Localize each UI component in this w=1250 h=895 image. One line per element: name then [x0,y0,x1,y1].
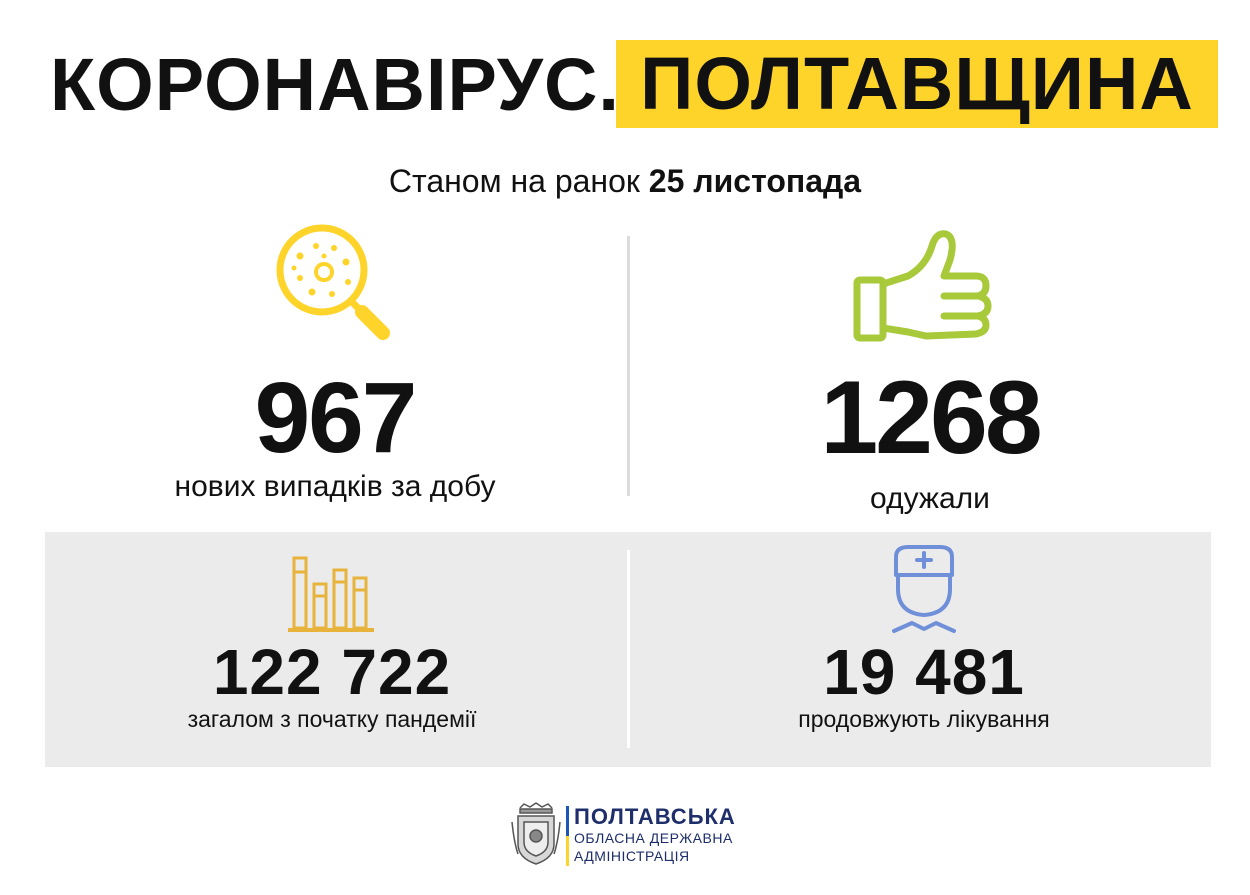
date-prefix: Станом на ранок [388,163,640,199]
panel-divider [627,550,630,748]
title-highlight: ПОЛТАВЩИНА [616,40,1218,128]
logo-color-bar [566,806,569,866]
in-treatment-stat: 19 481 продовжують лікування [724,640,1124,731]
org-name-line1: ПОЛТАВСЬКА [574,804,736,829]
date-value: 25 листопада [648,163,862,199]
new-cases-value: 967 [254,362,418,474]
bar-chart-icon [288,556,374,632]
magnifier-virus-icon [276,224,390,340]
recovered-label: одужали [870,482,990,515]
in-treatment-value: 19 481 [823,636,1025,708]
divider [627,236,630,496]
org-name-line2: ОБЛАСНА ДЕРЖАВНА [574,830,733,846]
org-name-line3: АДМІНІСТРАЦІЯ [574,848,690,864]
new-cases-label: нових випадків за добу [174,470,496,503]
title-row: КОРОНАВІРУС. ПОЛТАВЩИНА [0,40,1250,130]
total-label: загалом з початку пандемії [187,706,477,732]
total-stat: 122 722 загалом з початку пандемії [132,640,532,731]
date-line: Станом на ранок 25 листопада [0,163,1250,200]
recovered-stat: 1268 одужали [730,366,1130,514]
coat-of-arms-icon [511,802,561,865]
doctor-icon [892,545,956,633]
new-cases-stat: 967 нових випадків за добу [135,368,535,502]
total-value: 122 722 [212,636,452,708]
thumbs-up-icon [853,230,992,342]
footer-logo: ПОЛТАВСЬКА ОБЛАСНА ДЕРЖАВНА АДМІНІСТРАЦІ… [510,802,750,870]
recovered-value: 1268 [820,360,1042,476]
in-treatment-label: продовжують лікування [798,706,1050,732]
title-text: КОРОНАВІРУС. [50,43,620,126]
